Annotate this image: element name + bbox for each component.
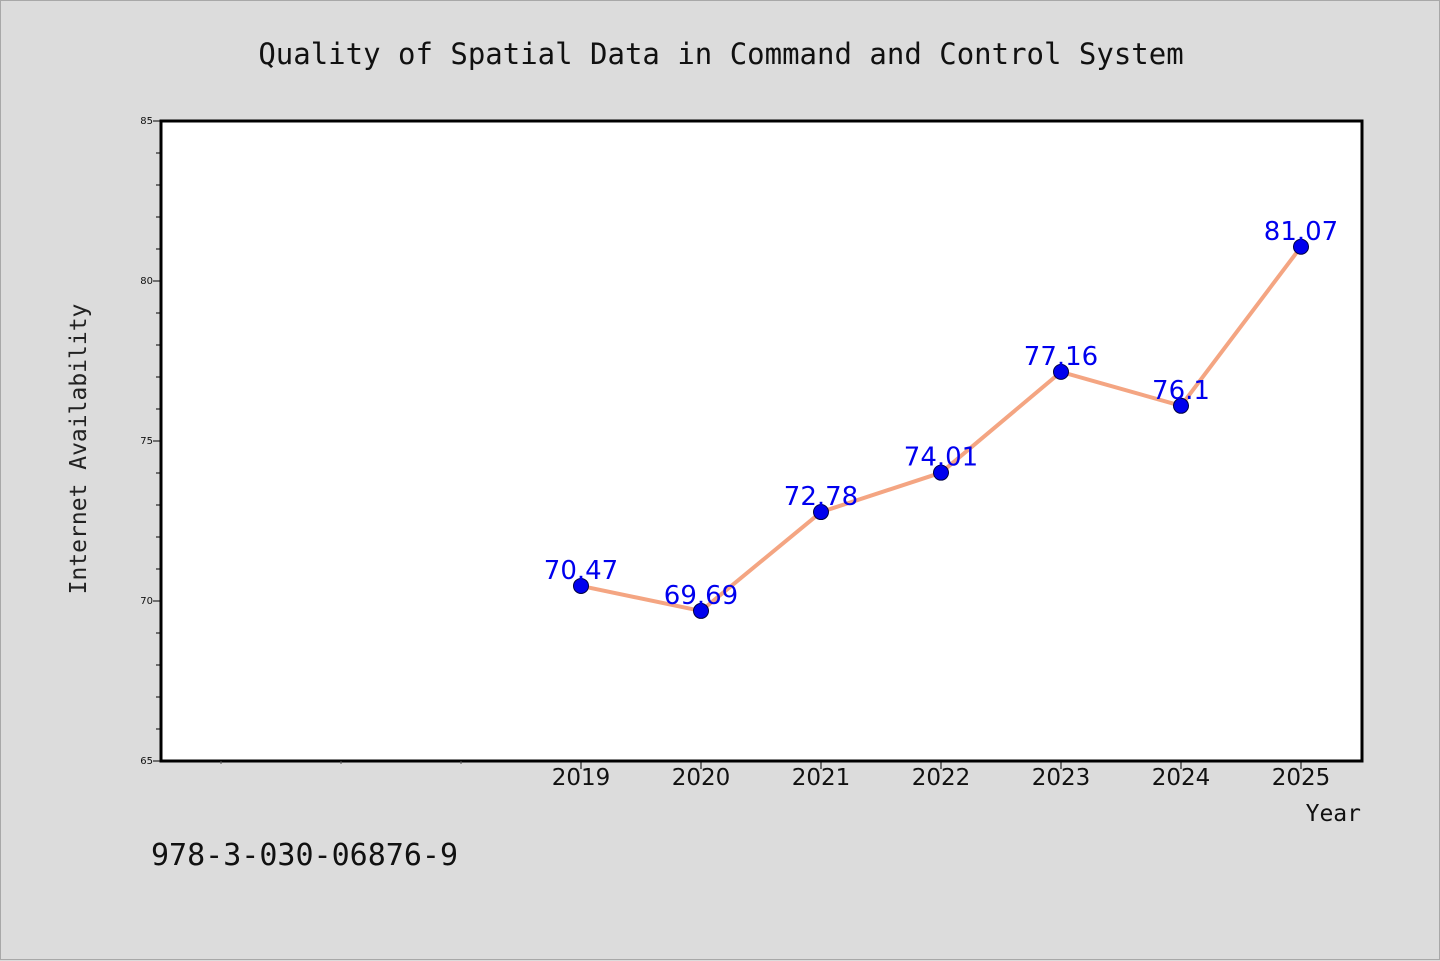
x-tick-label: 2019 — [552, 765, 611, 791]
data-label: 81.07 — [1264, 217, 1338, 247]
y-tick-label: 85 — [140, 116, 153, 127]
chart-title: Quality of Spatial Data in Command and C… — [258, 37, 1183, 71]
y-axis-label: Internet Availability — [66, 304, 92, 595]
y-tick-label: 75 — [140, 436, 153, 447]
data-point-marker — [1293, 238, 1309, 255]
data-label: 70.47 — [544, 556, 618, 586]
data-label: 72.78 — [784, 482, 858, 512]
data-labels: 70.47 69.69 72.78 74.01 77.16 76.1 81.07 — [544, 217, 1338, 611]
x-tick-label: 2021 — [792, 765, 851, 791]
y-tick-label: 65 — [140, 756, 153, 767]
data-point-marker — [1053, 363, 1069, 380]
series-line — [573, 238, 1309, 619]
data-label: 74.01 — [904, 443, 978, 473]
data-point-marker — [813, 504, 829, 521]
y-axis: 65 70 75 80 85 — [140, 116, 161, 767]
x-tick-label: 2020 — [672, 765, 731, 791]
x-tick-label: 2023 — [1032, 765, 1091, 791]
y-tick-label: 80 — [140, 276, 153, 287]
data-point-marker — [1173, 397, 1189, 414]
x-tick-label: 2022 — [912, 765, 971, 791]
data-label: 77.16 — [1024, 342, 1098, 372]
data-point-marker — [933, 464, 949, 481]
data-label: 69.69 — [664, 581, 738, 611]
x-axis-label: Year — [1306, 801, 1361, 827]
x-tick-label: 2024 — [1152, 765, 1211, 791]
y-tick-label: 70 — [140, 596, 153, 607]
data-point-marker — [693, 602, 709, 619]
data-label: 76.1 — [1152, 376, 1210, 406]
plot-area — [159, 119, 1364, 763]
x-tick-label: 2025 — [1272, 765, 1331, 791]
isbn-text: 978-3-030-06876-9 — [151, 838, 458, 873]
data-point-marker — [573, 577, 589, 594]
x-axis: 2019 2020 2021 2022 2023 2024 2025 — [220, 761, 1331, 791]
